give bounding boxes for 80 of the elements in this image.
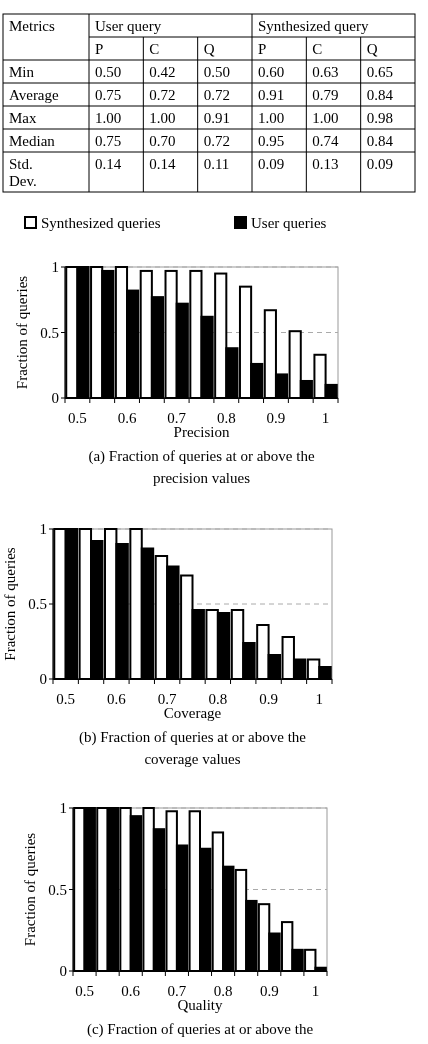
data-label: 0.11 [203, 156, 230, 172]
x-tick-label: 0.8 [213, 983, 233, 999]
y-tick-label: 0 [39, 671, 47, 687]
data-label: 0.74 [312, 133, 340, 149]
data-label: 1.00 [95, 110, 122, 126]
x-axis-title: Quality [177, 997, 223, 1013]
x-tick-label: P [258, 41, 267, 57]
text: (b) Fraction of queries at or above the coverage values [79, 729, 307, 767]
y-tick-label: Max [9, 110, 37, 126]
x-axis-title: Precision [173, 424, 230, 440]
x-tick-label: 0.8 [216, 410, 236, 426]
x-tick-label: 0.6 [121, 983, 141, 999]
text: Synthesized query [258, 18, 369, 34]
legend-label: User queries [251, 215, 327, 231]
data-label: 0.84 [366, 133, 394, 149]
x-tick-label: Q [366, 41, 378, 57]
x-tick-label: 1 [311, 983, 320, 999]
data-label: 0.42 [149, 64, 176, 80]
data-label: 0.14 [149, 156, 177, 172]
data-label: 1.00 [312, 110, 339, 126]
y-tick-label: 0.5 [28, 596, 47, 612]
x-tick-label: 0.9 [266, 410, 286, 426]
y-tick-label: 1 [59, 800, 67, 816]
data-label: 0.95 [258, 133, 285, 149]
data-label: 0.65 [366, 64, 393, 80]
y-tick-label: Average [9, 87, 60, 103]
x-tick-label: 0.6 [117, 410, 137, 426]
x-tick-label: 0.9 [259, 691, 278, 707]
text: (a) Fraction of queries at or above the precision values [88, 448, 315, 486]
data-label: 1.00 [149, 110, 176, 126]
y-tick-label: 0 [51, 390, 59, 406]
x-tick-label: 1 [321, 410, 330, 426]
data-label: 0.14 [95, 156, 122, 172]
legend-label: Synthesized queries [41, 215, 161, 231]
y-tick-label: 0 [59, 963, 67, 979]
x-tick-label: 0.9 [259, 983, 279, 999]
data-label: 0.70 [149, 133, 176, 149]
data-label: 0.09 [258, 156, 285, 172]
y-axis-title: Fraction of queries [2, 547, 18, 661]
x-axis-title: Coverage [163, 705, 222, 721]
data-label: 0.75 [95, 133, 122, 149]
text: Metrics [9, 18, 55, 34]
data-label: 0.72 [149, 87, 176, 103]
y-tick-label: 0.5 [48, 881, 67, 898]
x-tick-label: C [312, 41, 323, 57]
x-tick-label: Q [203, 41, 215, 57]
x-tick-label: C [149, 41, 160, 57]
x-tick-label: 0.7 [167, 410, 187, 426]
data-label: 0.75 [95, 87, 122, 103]
x-tick-label: 0.7 [157, 691, 178, 707]
x-tick-label: P [95, 41, 104, 57]
data-label: 0.79 [312, 87, 339, 103]
data-label: 0.98 [366, 110, 393, 126]
x-tick-label: 1 [315, 691, 324, 707]
data-label: 0.72 [203, 133, 230, 149]
x-tick-label: 0.7 [167, 983, 187, 999]
data-label: 0.13 [312, 156, 339, 172]
data-label: 0.09 [366, 156, 393, 172]
data-label: 0.91 [203, 110, 230, 126]
y-tick-label: 1 [51, 259, 59, 275]
data-label: 0.91 [258, 87, 285, 103]
x-tick-label: 0.5 [75, 983, 94, 999]
data-label: 0.50 [95, 64, 122, 80]
x-tick-label: 0.8 [208, 691, 228, 707]
x-tick-label: 0.6 [107, 691, 127, 707]
y-tick-label: 0.5 [40, 324, 59, 341]
y-tick-label: 1 [39, 521, 47, 537]
data-label: 0.63 [312, 64, 339, 80]
text: (c) Fraction of queries at or above the [86, 1021, 314, 1038]
y-axis-title: Fraction of queries [22, 832, 38, 947]
text: User query [95, 18, 162, 34]
data-label: 0.50 [203, 64, 230, 80]
data-label: 0.72 [203, 87, 230, 103]
y-axis-title: Fraction of queries [14, 275, 30, 390]
data-label: 1.00 [258, 110, 285, 126]
y-tick-label: Min [9, 64, 35, 80]
data-label: 0.60 [258, 64, 285, 80]
y-tick-label: Median [9, 133, 56, 149]
y-tick-label: Std. Dev. [9, 156, 37, 189]
data-label: 0.84 [366, 87, 394, 103]
